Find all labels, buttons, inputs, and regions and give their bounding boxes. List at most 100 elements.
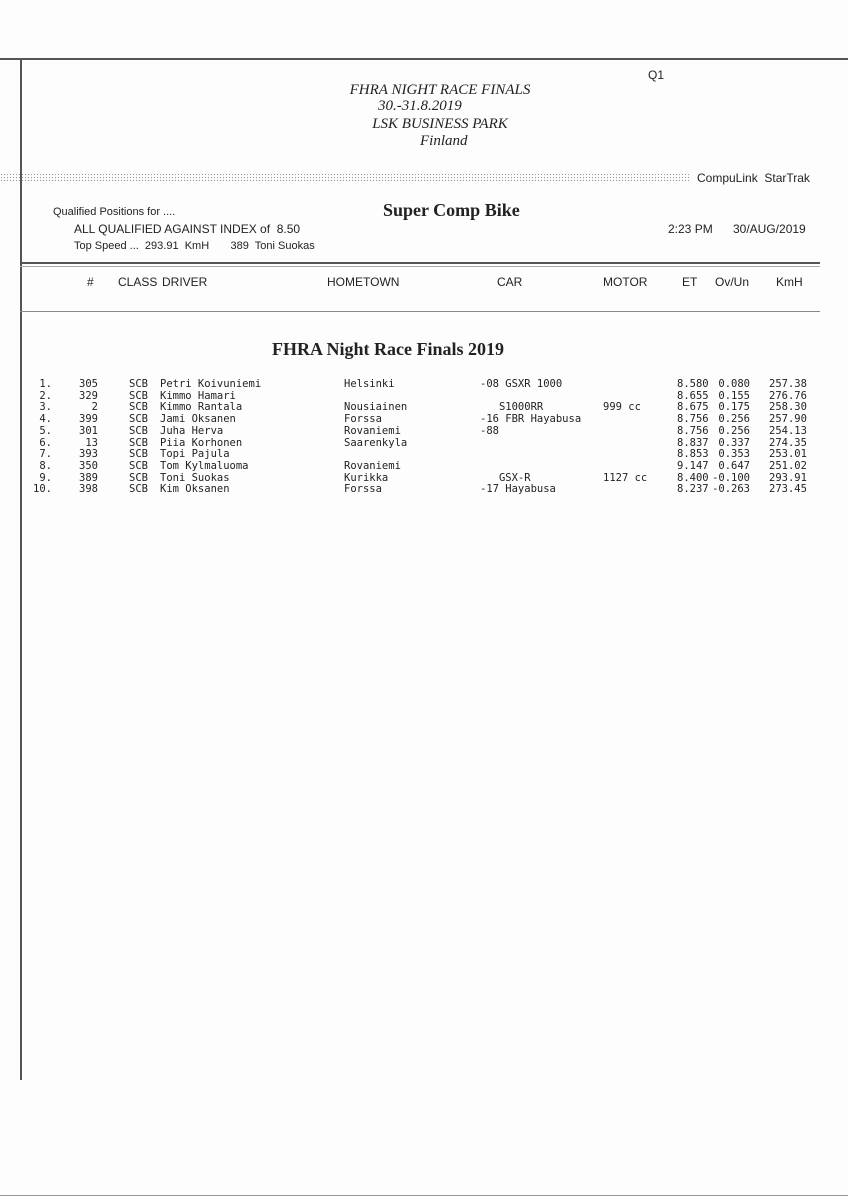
table-row: 9. 389 SCB Toni Suokas Kurikka GSX-R 1127 cc 8… [0,472,848,484]
col-et: ET [682,275,698,289]
col-class: CLASS [118,275,158,289]
cell-driver: Toni Suokas [160,471,230,484]
cell-car-number: 393 [79,448,98,461]
cell-kmh: 257.38 [769,378,807,390]
top-speed: Top Speed ... 293.91 KmH 389 Toni Suokas [74,240,315,252]
header-rule-thin [20,266,820,267]
cell-car-number: 13 [85,436,98,449]
cell-ovun: 0.155 [718,389,750,402]
cell-class: SCB [129,378,148,390]
cell-car-number: 301 [79,424,98,437]
cell-hometown: Nousiainen [344,401,408,414]
cell-et: 8.655 [677,389,709,402]
cell-hometown: Forssa [344,483,382,496]
cell-position: 10. [33,483,52,496]
cell-driver: Petri Koivuniemi [160,378,262,390]
cell-car: -16 FBR Hayabusa [480,413,582,426]
cell-class: SCB [129,436,148,449]
header-rule [20,262,820,264]
cell-et: 8.837 [677,436,709,449]
cell-car: -88 [480,424,499,437]
cell-class: SCB [129,401,148,414]
col-ovun: Ov/Un [715,275,750,289]
cell-car-number: 399 [79,413,98,426]
class-title: Super Comp Bike [383,200,520,220]
system-name: CompuLink StarTrak [697,171,810,185]
cell-driver: Piia Korhonen [160,436,243,449]
col-hometown: HOMETOWN [327,275,400,289]
cell-et: 9.147 [677,459,709,472]
report-code: Q1 [648,68,665,82]
cell-car-number: 305 [79,378,98,390]
cell-ovun: 0.353 [718,448,750,461]
bottom-border [0,1195,848,1196]
col-driver: DRIVER [162,275,208,289]
venue: LSK BUSINESS PARK [372,116,508,132]
table-row: 8. 350 SCB Tom Kylmaluoma Rovaniemi 9.147 0.64… [0,460,848,472]
cell-driver: Tom Kylmaluoma [160,459,249,472]
cell-et: 8.853 [677,448,709,461]
cell-car: -08 GSXR 1000 [480,378,563,390]
cell-ovun: -0.100 [712,471,750,484]
cell-ovun: 0.337 [718,436,750,449]
left-border [20,58,22,1080]
cell-class: SCB [129,424,148,437]
cell-et: 8.756 [677,413,709,426]
cell-position: 1. [39,378,52,390]
cell-hometown: Helsinki [344,378,395,390]
cell-ovun: 0.175 [718,401,750,414]
cell-et: 8.237 [677,483,709,496]
table-row: 10. 398 SCB Kim Oksanen Forssa -17 Hayabusa 8.… [0,483,848,495]
cell-car: -17 Hayabusa [480,483,556,496]
cell-hometown: Saarenkyla [344,436,408,449]
col-motor: MOTOR [603,275,648,289]
cell-car-number: 2 [91,401,98,414]
cell-car: S1000RR [480,401,544,414]
col-car: CAR [497,275,523,289]
table-row: 7. 393 SCB Topi Pajula 8.853 0.353 253.01 [0,448,848,460]
cell-position: 4. [39,413,52,426]
cell-position: 5. [39,424,52,437]
cell-driver: Kimmo Rantala [160,401,243,414]
cell-class: SCB [129,413,148,426]
cell-car-number: 350 [79,459,98,472]
cell-class: SCB [129,389,148,402]
top-border [0,58,848,60]
cell-class: SCB [129,459,148,472]
cell-position: 7. [39,448,52,461]
cell-position: 8. [39,459,52,472]
table-row: 1. 305 SCB Petri Koivuniemi Helsinki -08 GSXR… [0,378,848,390]
index-line: ALL QUALIFIED AGAINST INDEX of 8.50 [74,222,301,236]
qualified-for: Qualified Positions for .... [53,206,176,218]
cell-hometown: Kurikka [344,471,389,484]
cell-kmh: 251.02 [769,459,807,472]
cell-hometown: Rovaniemi [344,459,401,472]
cell-car-number: 389 [79,471,98,484]
cell-position: 3. [39,401,52,414]
col-number: # [87,275,94,289]
cell-hometown: Forssa [344,413,382,426]
cell-hometown: Rovaniemi [344,424,401,437]
cell-driver: Kim Oksanen [160,483,230,496]
cell-motor: 1127 cc [603,471,648,484]
cell-class: SCB [129,471,148,484]
cell-et: 8.675 [677,401,709,414]
cell-ovun: 0.256 [718,424,750,437]
cell-kmh: 254.13 [769,424,807,437]
cell-position: 9. [39,471,52,484]
event-dates: 30.-31.8.2019 [378,98,462,114]
cell-et: 8.756 [677,424,709,437]
cell-car: GSX-R [480,471,531,484]
cell-position: 2. [39,389,52,402]
cell-ovun: -0.263 [712,483,750,496]
cell-ovun: 0.256 [718,413,750,426]
cell-ovun: 0.080 [718,378,750,390]
section-title: FHRA Night Race Finals 2019 [272,339,504,359]
cell-kmh: 258.30 [769,401,807,414]
cell-kmh: 253.01 [769,448,807,461]
table-row: 6. 13 SCB Piia Korhonen Saarenkyla 8.837 0.337… [0,437,848,449]
cell-position: 6. [39,436,52,449]
table-row: 3. 2 SCB Kimmo Rantala Nousiainen S1000RR 999… [0,401,848,413]
cell-et: 8.580 [677,378,709,390]
cell-driver: Kimmo Hamari [160,389,236,402]
